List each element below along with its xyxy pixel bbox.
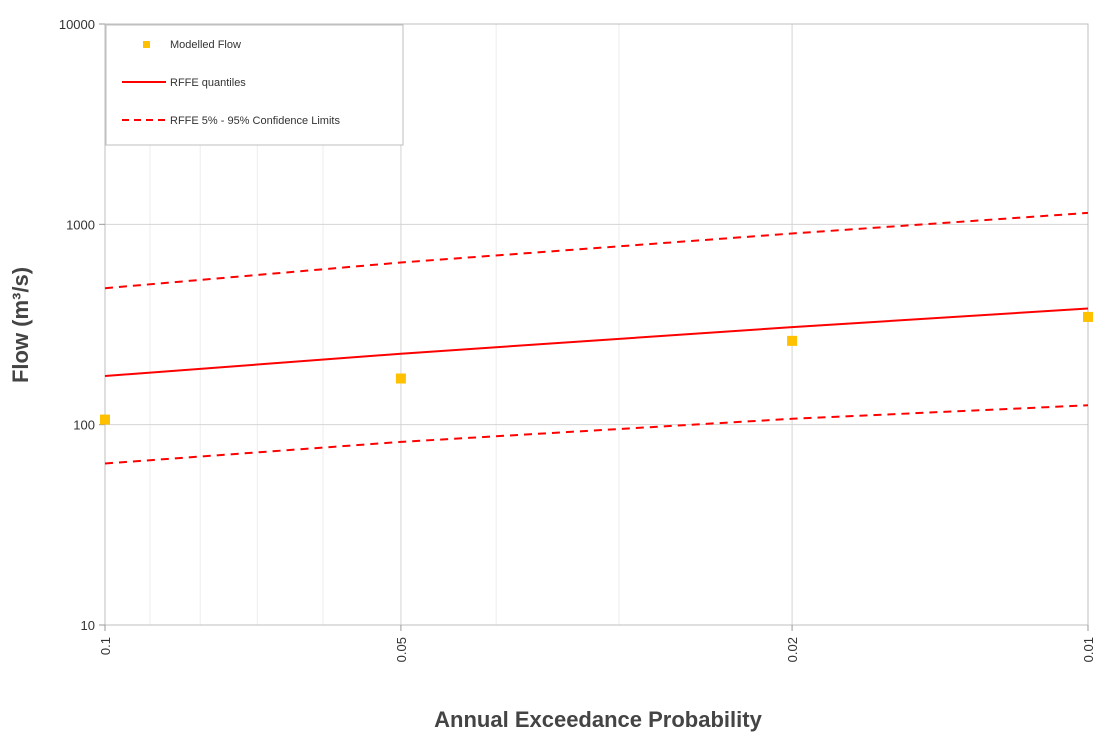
y-tick-label: 10000 xyxy=(59,17,95,32)
axes: 10 100 1000 10000 0.1 0.05 0.02 0.01 xyxy=(59,17,1093,662)
legend-box xyxy=(105,24,404,146)
legend-label: Modelled Flow xyxy=(170,39,241,51)
x-axis-title: Annual Exceedance Probability xyxy=(434,707,762,732)
rffe-confidence-limit-line xyxy=(104,211,1089,290)
modelled-flow-point xyxy=(100,414,110,425)
x-tick-label: 0.01 xyxy=(1081,637,1093,662)
series xyxy=(100,211,1093,465)
x-tick-label: 0.05 xyxy=(394,637,409,662)
y-tick-label: 100 xyxy=(73,418,95,433)
legend-marker-modelled-flow xyxy=(143,41,150,48)
legend-label: RFFE quantiles xyxy=(170,77,246,89)
modelled-flow-point xyxy=(787,335,798,346)
plot-area-border xyxy=(104,23,1089,626)
rffe-confidence-limit-line xyxy=(104,404,1089,465)
legend: Modelled Flow RFFE quantiles RFFE 5% - 95%… xyxy=(105,24,404,146)
y-axis-title: Flow (m³/s) xyxy=(8,267,33,383)
x-tick-label: 0.02 xyxy=(785,637,800,662)
rffe-quantiles-line xyxy=(104,307,1089,377)
modelled-flow-point xyxy=(395,373,406,384)
y-tick-label: 1000 xyxy=(66,217,95,232)
legend-label: RFFE 5% - 95% Confidence Limits xyxy=(170,115,340,127)
y-tick-label: 10 xyxy=(81,618,95,633)
modelled-flow-point xyxy=(1083,311,1093,322)
x-tick-label: 0.1 xyxy=(98,637,113,655)
